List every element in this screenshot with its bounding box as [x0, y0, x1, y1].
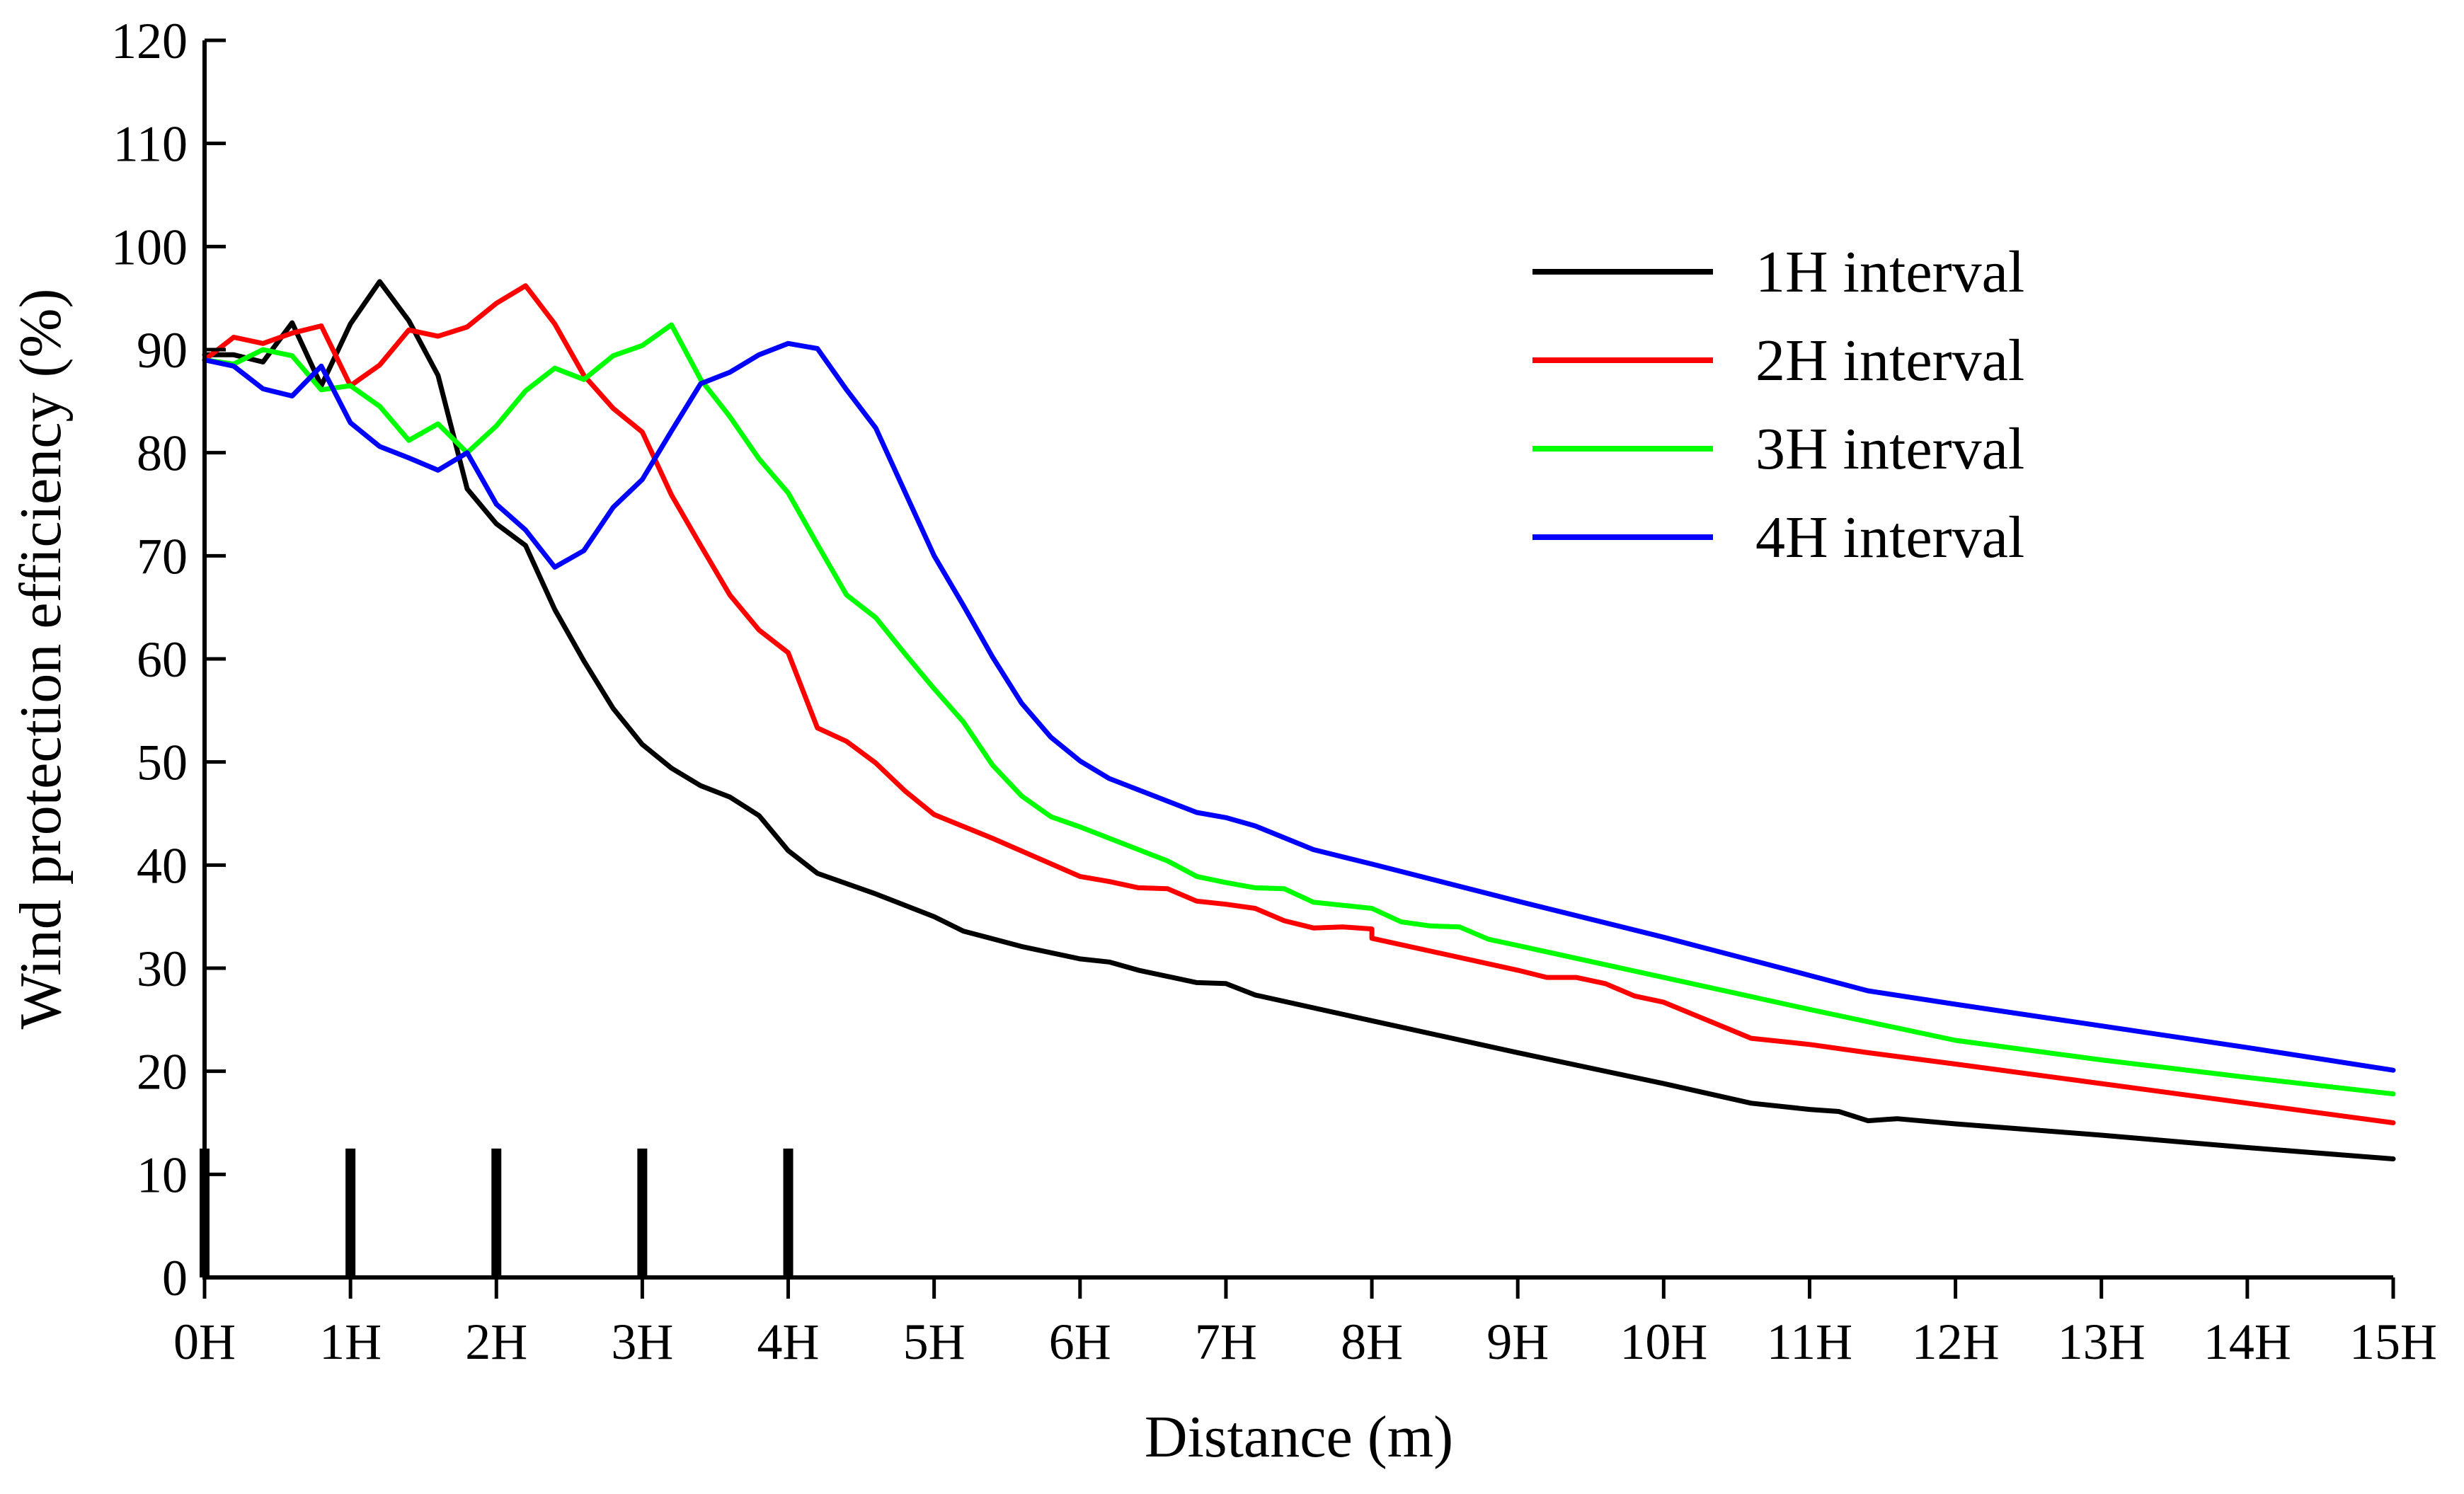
series-line-1: [202, 279, 2396, 1161]
x-tick-label: 3H: [611, 1314, 673, 1370]
y-tick-label: 20: [137, 1044, 188, 1101]
y-tick-label: 50: [137, 735, 188, 791]
y-tick-label: 30: [137, 941, 188, 997]
x-tick-label: 1H: [319, 1314, 382, 1370]
series-line-3: [202, 322, 2396, 1097]
x-tick-label: 8H: [1341, 1314, 1403, 1370]
x-tick-label: 5H: [903, 1314, 965, 1370]
y-axis-ticks: 0 10 20 30 40 50 60 70 80 90 100 110 120: [111, 13, 226, 1306]
legend: 1H interval 2H interval 3H interval 4H inte…: [1532, 239, 2024, 570]
y-tick-label: 110: [113, 116, 188, 173]
y-tick-label: 100: [111, 219, 188, 275]
y-tick-label: 10: [137, 1147, 188, 1203]
legend-label: 3H interval: [1755, 416, 2024, 482]
series-line-2: [202, 283, 2396, 1125]
x-tick-label: 2H: [465, 1314, 527, 1370]
x-axis-title: Distance (m): [1145, 1404, 1453, 1470]
y-tick-label: 60: [137, 631, 188, 688]
x-tick-label: 7H: [1195, 1314, 1257, 1370]
y-tick-label: 70: [137, 528, 188, 585]
legend-label: 4H interval: [1755, 505, 2024, 570]
x-axis-ticks: 0H 1H 2H 3H 4H 5H 6H 7H 8H 9H 10H 11H 12H 13H 14H 15H: [173, 1277, 2437, 1370]
x-tick-label: 9H: [1486, 1314, 1549, 1370]
y-tick-label: 0: [162, 1250, 188, 1306]
y-tick-label: 90: [137, 322, 188, 379]
x-tick-label: 0H: [173, 1314, 236, 1370]
x-tick-label: 14H: [2204, 1314, 2291, 1370]
y-tick-label: 120: [111, 13, 188, 69]
x-tick-label: 12H: [1912, 1314, 2000, 1370]
series-line-4: [202, 340, 2396, 1073]
x-tick-label: 4H: [757, 1314, 820, 1370]
y-axis-title: Wind protection efficiency (%): [8, 289, 74, 1030]
y-tick-label: 40: [137, 837, 188, 894]
x-tick-label: 13H: [2058, 1314, 2145, 1370]
x-tick-label: 10H: [1620, 1314, 1707, 1370]
x-tick-label: 6H: [1049, 1314, 1111, 1370]
x-tick-label: 11H: [1767, 1314, 1852, 1370]
series-lines: [202, 279, 2396, 1161]
legend-label: 1H interval: [1755, 239, 2024, 305]
axes: [202, 40, 2393, 1280]
barrier-markers: [200, 1148, 793, 1277]
legend-label: 2H interval: [1755, 328, 2024, 393]
y-tick-label: 80: [137, 425, 188, 482]
x-tick-label: 15H: [2349, 1314, 2437, 1370]
